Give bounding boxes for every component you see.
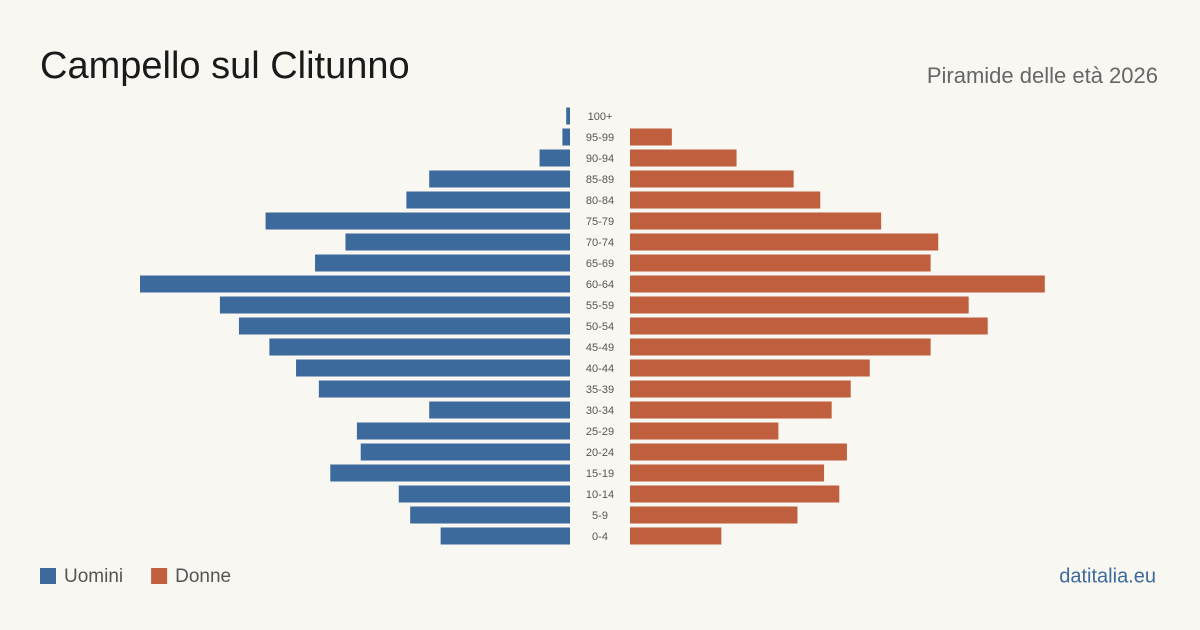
bar	[345, 233, 570, 251]
category-label: 10-14	[586, 489, 614, 501]
category-label: 15-19	[586, 468, 614, 480]
bar	[539, 149, 570, 167]
bar	[630, 191, 821, 209]
category-label: 95-99	[586, 132, 614, 144]
category-label: 55-59	[586, 300, 614, 312]
category-label: 30-34	[586, 405, 614, 417]
bar	[440, 527, 570, 545]
bar	[398, 485, 570, 503]
bar	[630, 296, 969, 314]
category-label: 5-9	[592, 510, 608, 522]
legend-label: Donne	[175, 566, 231, 587]
bar	[140, 275, 570, 293]
bar	[265, 212, 570, 230]
bar	[630, 254, 931, 272]
source: datitalia.eu	[1059, 565, 1156, 587]
bar	[630, 380, 851, 398]
bar	[630, 128, 672, 146]
bar	[630, 275, 1045, 293]
category-label: 45-49	[586, 342, 614, 354]
category-label: 25-29	[586, 426, 614, 438]
bar	[330, 464, 570, 482]
category-label: 100+	[588, 111, 613, 123]
legend-swatch	[151, 568, 168, 584]
category-label: 60-64	[586, 279, 614, 291]
category-label: 35-39	[586, 384, 614, 396]
chart-subtitle: Piramide delle età 2026	[927, 63, 1158, 88]
bar	[630, 464, 825, 482]
category-label: 20-24	[586, 447, 614, 459]
category-label: 75-79	[586, 216, 614, 228]
category-label: 50-54	[586, 321, 614, 333]
bar	[315, 254, 570, 272]
chart-title: Campello sul Clitunno	[40, 45, 410, 87]
bar	[318, 380, 570, 398]
bar	[630, 317, 988, 335]
category-label: 70-74	[586, 237, 614, 249]
bar	[356, 422, 570, 440]
bar	[630, 401, 832, 419]
category-label: 90-94	[586, 153, 614, 165]
bar	[219, 296, 570, 314]
category-label: 0-4	[592, 531, 608, 543]
legend-label: Uomini	[64, 566, 123, 587]
category-label: 80-84	[586, 195, 614, 207]
bar	[630, 170, 794, 188]
category-label: 85-89	[586, 174, 614, 186]
bar	[630, 506, 798, 524]
bar	[630, 233, 939, 251]
bar	[269, 338, 570, 356]
bar	[630, 359, 870, 377]
bar	[630, 212, 882, 230]
bar	[410, 506, 570, 524]
bar	[406, 191, 570, 209]
bar	[562, 128, 570, 146]
bar	[630, 149, 737, 167]
bar	[566, 107, 570, 125]
bar	[429, 401, 570, 419]
bar	[630, 422, 779, 440]
bar	[630, 443, 847, 461]
category-label: 65-69	[586, 258, 614, 270]
bar	[360, 443, 570, 461]
legend-swatch	[40, 568, 56, 584]
category-label: 40-44	[586, 363, 614, 375]
bar	[296, 359, 570, 377]
bar	[429, 170, 570, 188]
bar	[630, 338, 931, 356]
bar	[630, 527, 722, 545]
bar	[630, 485, 840, 503]
bar	[238, 317, 570, 335]
